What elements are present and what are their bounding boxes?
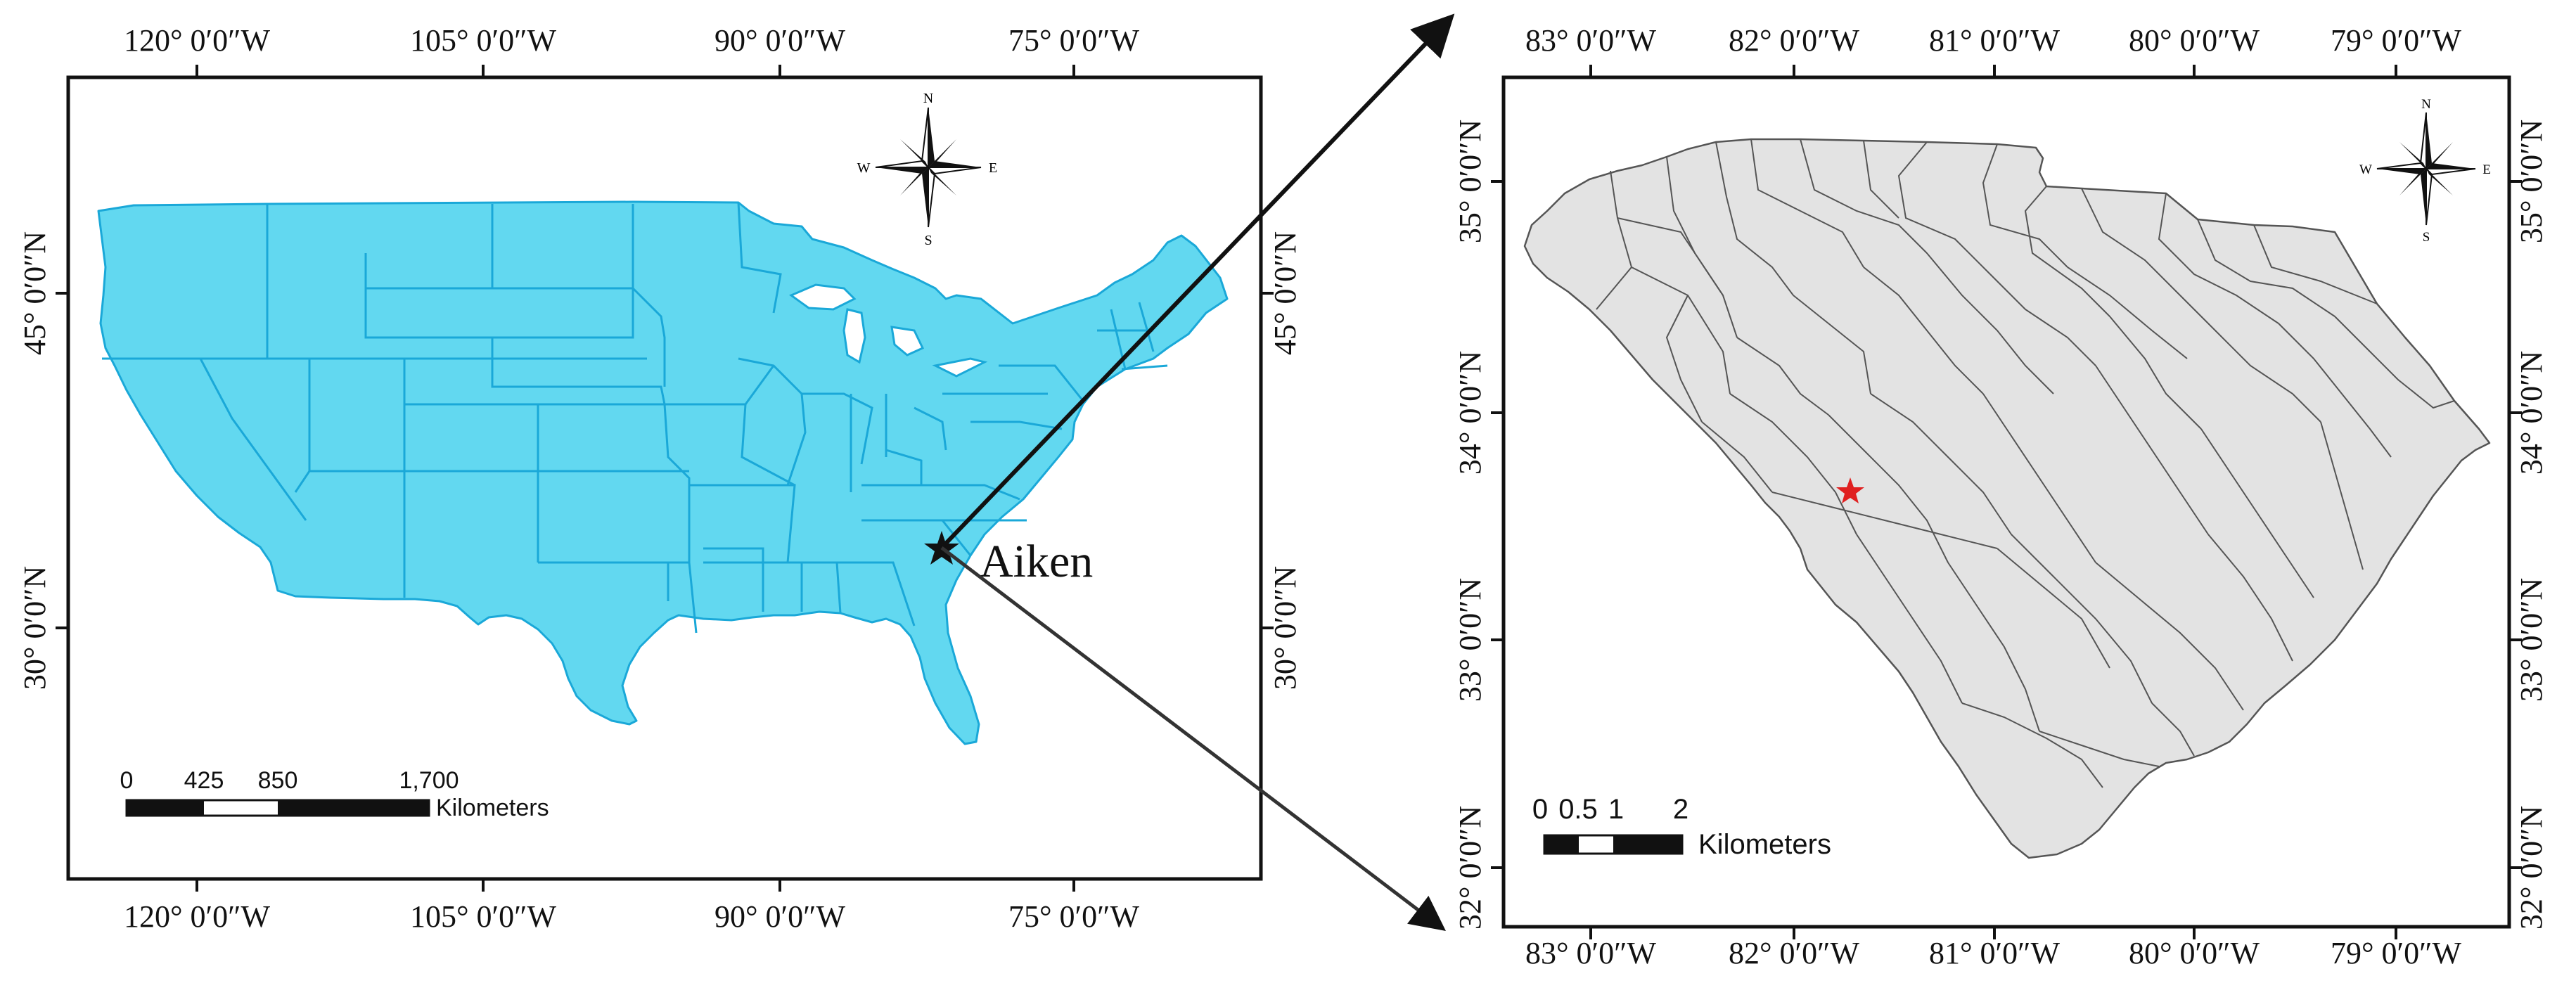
sc-left-tick-33n: 33° 0′0″N — [1453, 578, 1487, 702]
compass-left-w-label: W — [857, 160, 871, 176]
sc-left-tick-34n: 34° 0′0″N — [1453, 351, 1487, 475]
zoom-arrow-lower — [940, 546, 1446, 932]
usa-top-tick-105w: 105° 0′0″W — [410, 23, 557, 58]
usa-right-tick-45n: 45° 0′0″N — [1268, 231, 1302, 355]
usa-top-tick-120w: 120° 0′0″W — [124, 23, 271, 58]
aiken-label: Aiken — [980, 536, 1093, 587]
sc-top-tick-82w: 82° 0′0″W — [1729, 23, 1860, 58]
usa-left-tick-45n: 45° 0′0″N — [18, 231, 52, 355]
sc-bottom-tick-83w: 83° 0′0″W — [1525, 936, 1657, 970]
usa-top-tick-75w: 75° 0′0″W — [1008, 23, 1140, 58]
sc-top-tick-81w: 81° 0′0″W — [1929, 23, 2061, 58]
usa-state-borders — [102, 202, 1168, 634]
scalebar-right-unit: Kilometers — [1698, 829, 1831, 860]
sc-right-tick-33n: 33° 0′0″N — [2514, 578, 2549, 702]
south-carolina-landmass — [1523, 138, 2491, 859]
sc-tick-marks — [1491, 65, 2522, 939]
aiken-county-marker — [1836, 477, 1864, 503]
lake-michigan — [842, 308, 866, 364]
scalebar-right: 0 0.5 1 2 Kilometers — [1532, 794, 1831, 860]
usa-map-panel: 120° 0′0″W 105° 0′0″W 90° 0′0″W 75° 0′0″… — [18, 23, 1302, 934]
sc-left-tick-35n: 35° 0′0″N — [1453, 120, 1487, 243]
usa-bottom-tick-120w: 120° 0′0″W — [124, 899, 271, 934]
sc-county-lines — [1596, 139, 2455, 788]
sc-bottom-tick-82w: 82° 0′0″W — [1729, 936, 1860, 970]
usa-left-tick-30n: 30° 0′0″N — [18, 566, 52, 690]
sc-left-tick-32n: 32° 0′0″N — [1453, 806, 1487, 930]
compass-rose-right: N S W E — [2359, 97, 2491, 245]
sc-right-tick-35n: 35° 0′0″N — [2514, 120, 2549, 243]
compass-left-s-label: S — [924, 233, 932, 248]
usa-bottom-tick-75w: 75° 0′0″W — [1008, 899, 1140, 934]
usa-tick-marks — [56, 65, 1274, 892]
usa-right-tick-30n: 30° 0′0″N — [1268, 566, 1302, 690]
usa-bottom-tick-105w: 105° 0′0″W — [410, 899, 557, 934]
sc-right-tick-32n: 32° 0′0″N — [2514, 806, 2549, 930]
scalebar-right-label-2: 2 — [1673, 794, 1689, 825]
zoom-arrow-upper — [940, 13, 1455, 550]
sc-bottom-tick-79w: 79° 0′0″W — [2331, 936, 2462, 970]
scalebar-right-label-05: 0.5 — [1558, 794, 1598, 825]
usa-top-tick-90w: 90° 0′0″W — [715, 23, 846, 58]
sc-top-tick-80w: 80° 0′0″W — [2129, 23, 2260, 58]
scalebar-right-label-0: 0 — [1532, 794, 1548, 825]
south-carolina-map-panel: 83° 0′0″W 82° 0′0″W 81° 0′0″W 80° 0′0″W … — [1453, 23, 2549, 970]
lake-huron — [890, 326, 925, 356]
compass-left-e-label: E — [989, 160, 997, 176]
sc-top-tick-79w: 79° 0′0″W — [2331, 23, 2462, 58]
scalebar-left-unit: Kilometers — [436, 795, 549, 821]
scalebar-left-label-0: 0 — [120, 767, 134, 794]
sc-bottom-tick-81w: 81° 0′0″W — [1929, 936, 2061, 970]
compass-right-w-label: W — [2359, 162, 2372, 177]
compass-right-s-label: S — [2423, 230, 2430, 245]
usa-bottom-tick-90w: 90° 0′0″W — [715, 899, 846, 934]
compass-rose-left: N S W E — [857, 91, 998, 248]
sc-bottom-tick-80w: 80° 0′0″W — [2129, 936, 2260, 970]
scalebar-left-label-1700: 1,700 — [399, 767, 459, 794]
sc-top-tick-83w: 83° 0′0″W — [1525, 23, 1657, 58]
sc-right-tick-34n: 34° 0′0″N — [2514, 351, 2549, 475]
compass-right-e-label: E — [2482, 162, 2491, 177]
compass-left-n-label: N — [923, 91, 933, 106]
scalebar-right-label-1: 1 — [1608, 794, 1624, 825]
scalebar-left-label-425: 425 — [184, 767, 224, 794]
scalebar-left: 0 425 850 1,700 Kilometers — [120, 767, 549, 821]
lake-erie — [932, 357, 988, 378]
lake-superior — [788, 283, 857, 311]
scalebar-left-label-850: 850 — [258, 767, 298, 794]
compass-right-n-label: N — [2421, 97, 2431, 112]
